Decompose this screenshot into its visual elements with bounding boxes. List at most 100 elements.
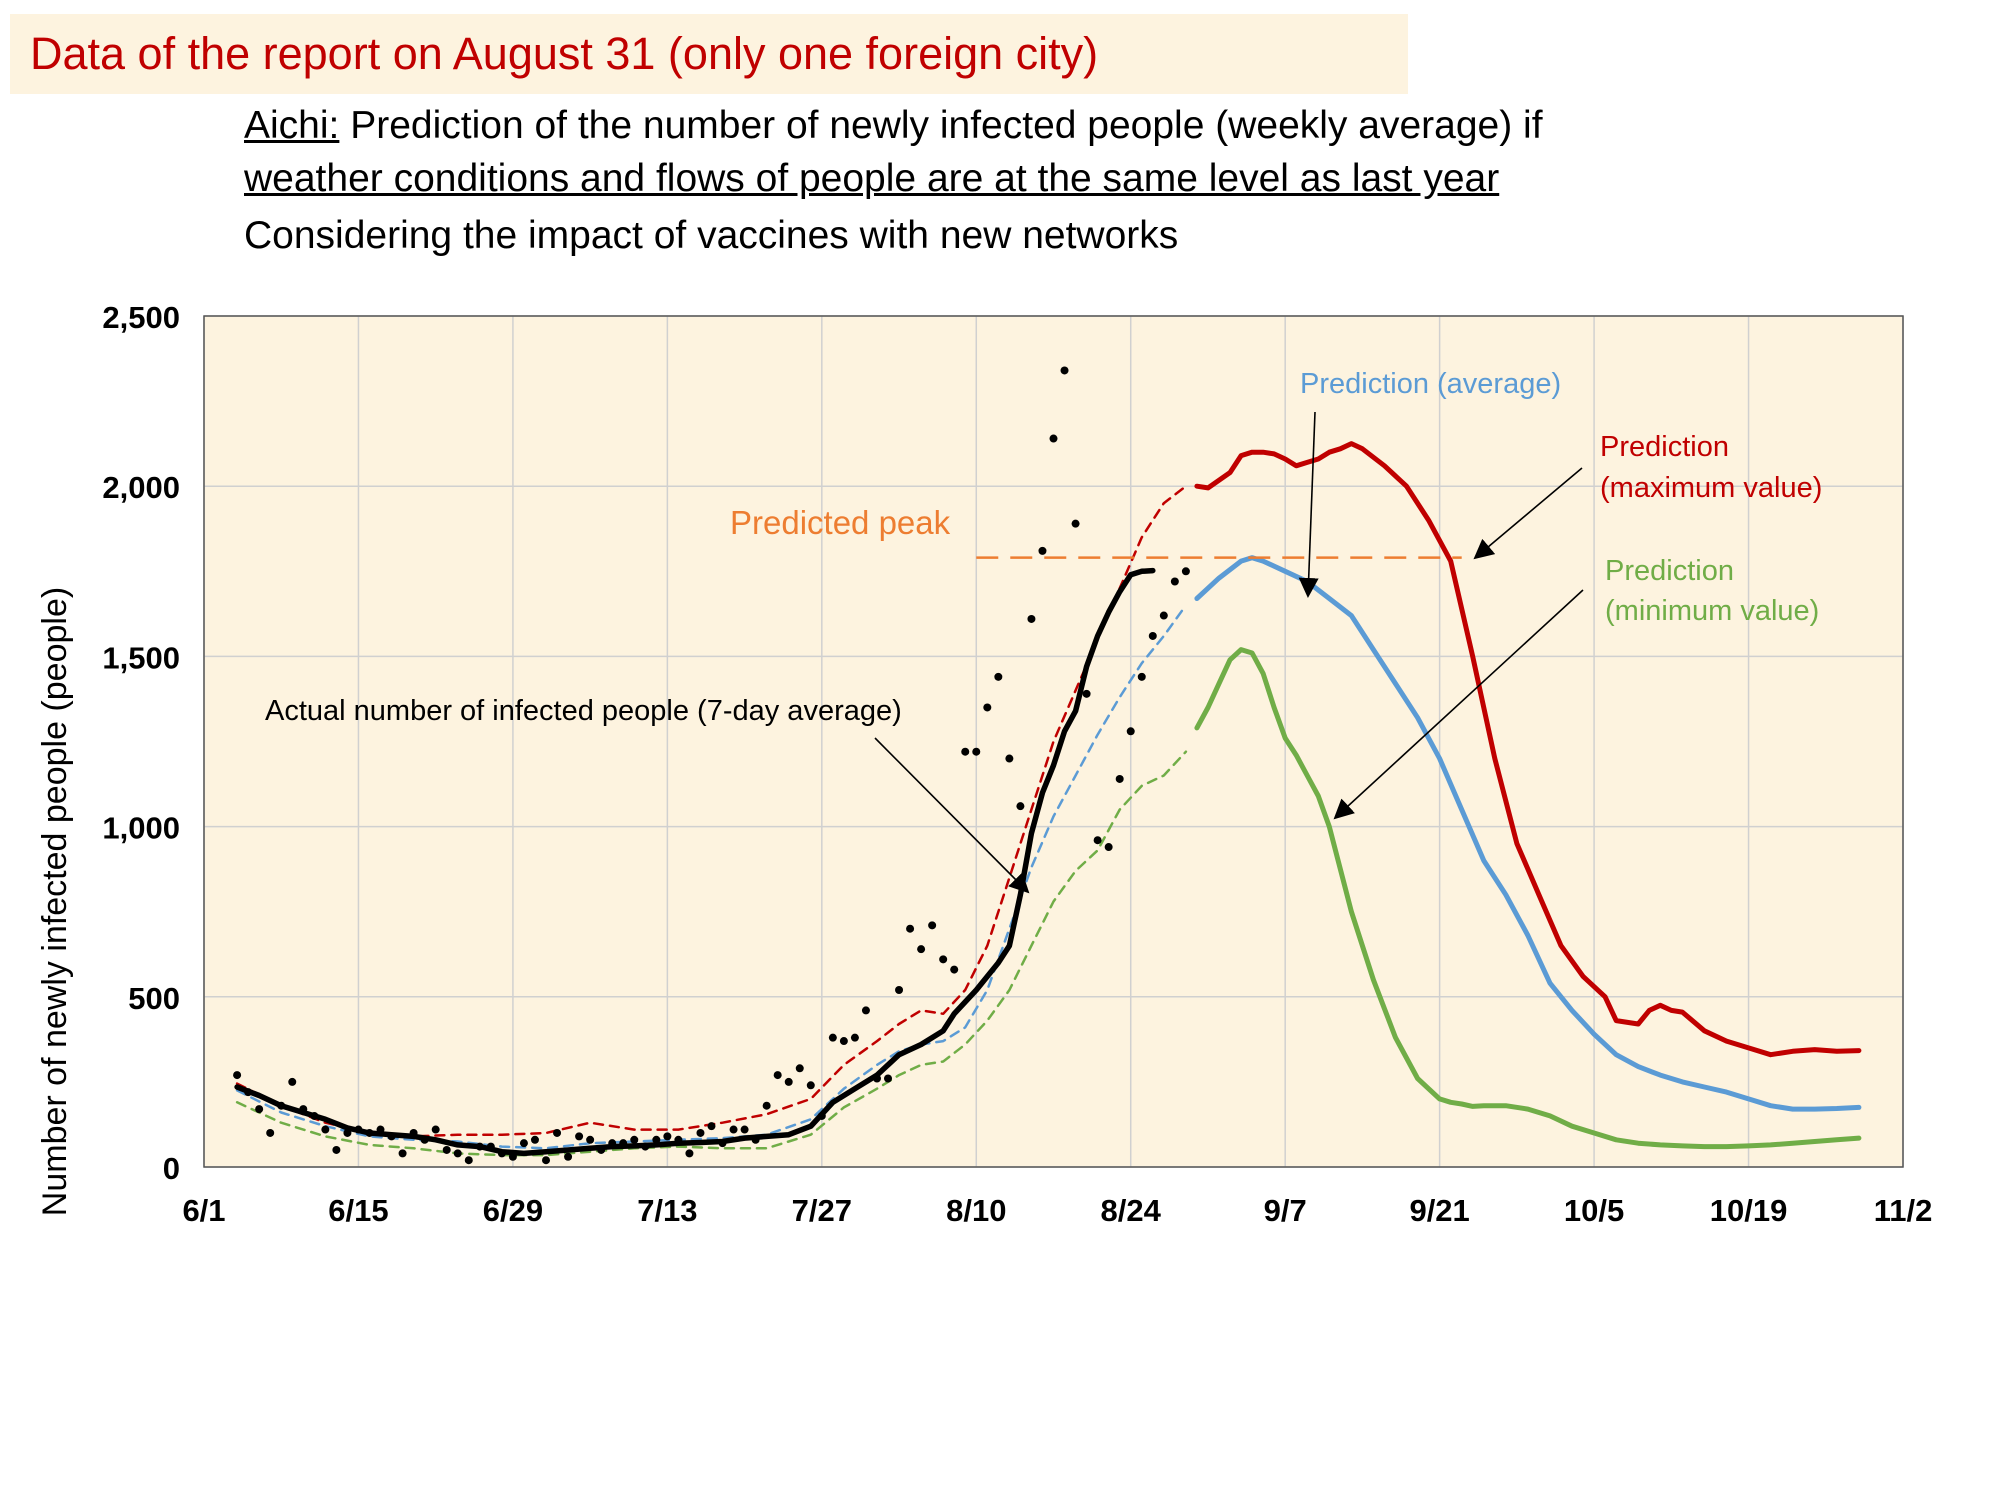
daily-case-point: [928, 921, 937, 930]
x-tick-label: 9/21: [1409, 1193, 1469, 1228]
daily-case-point: [696, 1128, 705, 1137]
min-annotation-label-1: Prediction: [1605, 555, 1734, 587]
prediction-avg-line: [1194, 555, 1862, 1112]
min-annotation-arrow: [1333, 589, 1584, 820]
daily-case-point: [630, 1135, 639, 1144]
daily-case-point: [564, 1152, 573, 1161]
y-tick-label: 1,500: [102, 640, 180, 675]
y-tick-label: 0: [163, 1151, 180, 1186]
daily-case-point: [398, 1149, 407, 1158]
x-tick-label: 10/19: [1710, 1193, 1788, 1228]
report-title-banner: Data of the report on August 31 (only on…: [10, 14, 1408, 94]
y-tick-label: 500: [128, 981, 180, 1016]
max-annotation-arrow: [1473, 467, 1583, 560]
x-tick-label: 11/2: [1874, 1193, 1933, 1228]
past-min-dashed-line: [235, 750, 1188, 1157]
daily-case-point: [983, 703, 992, 712]
daily-case-point: [950, 965, 959, 974]
daily-case-point: [1038, 546, 1047, 555]
y-axis-label: Number of newly infected people (people): [36, 587, 74, 1216]
x-tick-label: 10/5: [1564, 1193, 1624, 1228]
daily-case-point: [1005, 754, 1014, 763]
x-tick-label: 7/27: [792, 1193, 852, 1228]
max-annotation-label-2: (maximum value): [1600, 472, 1822, 504]
daily-case-point: [1104, 843, 1113, 852]
actual-line: [234, 567, 1156, 1157]
subtitle-line-2: weather conditions and flows of people a…: [244, 157, 1499, 201]
daily-case-point: [762, 1101, 771, 1110]
daily-case-point: [1049, 434, 1058, 443]
daily-case-point: [884, 1074, 893, 1083]
actual-annotation-arrow: [874, 737, 1030, 894]
x-tick-label: 6/1: [182, 1193, 225, 1228]
daily-case-point: [917, 945, 926, 954]
prediction-min-line: [1194, 647, 1862, 1150]
daily-case-point: [1071, 519, 1080, 528]
subtitle-line-1: Aichi: Prediction of the number of newly…: [244, 104, 1543, 148]
daily-case-point: [707, 1122, 716, 1131]
daily-case-point: [519, 1139, 528, 1148]
daily-case-point: [1060, 366, 1069, 375]
x-tick-label: 7/13: [637, 1193, 697, 1228]
daily-case-point: [729, 1125, 738, 1134]
daily-case-point: [586, 1135, 595, 1144]
daily-case-point: [850, 1033, 859, 1042]
actual-annotation-label: Actual number of infected people (7-day …: [265, 695, 902, 727]
subtitle-line-2-text: weather conditions and flows of people a…: [244, 157, 1500, 200]
daily-case-point: [994, 672, 1003, 681]
daily-case-point: [1170, 577, 1179, 586]
avg-annotation-arrow: [1298, 411, 1319, 598]
x-tick-label: 8/10: [946, 1193, 1006, 1228]
min-annotation-label-2: (minimum value): [1605, 595, 1819, 627]
subtitle-line-3: Considering the impact of vaccines with …: [244, 214, 1179, 257]
daily-case-point: [652, 1135, 661, 1144]
daily-case-point: [453, 1149, 462, 1158]
daily-case-point: [1181, 567, 1190, 576]
past-max-dashed-line: [235, 484, 1188, 1138]
daily-case-point: [1159, 611, 1168, 620]
daily-case-point: [1115, 774, 1124, 783]
daily-case-point: [233, 1071, 242, 1080]
subtitle-region: Aichi:: [244, 104, 340, 147]
daily-case-point: [321, 1125, 330, 1134]
daily-case-point: [530, 1135, 539, 1144]
x-tick-label: 6/29: [483, 1193, 543, 1228]
daily-case-point: [828, 1033, 837, 1042]
daily-case-point: [553, 1128, 562, 1137]
y-tick-label: 1,000: [102, 811, 180, 846]
daily-case-point: [784, 1077, 793, 1086]
daily-case-point: [839, 1037, 848, 1046]
daily-case-point: [1137, 672, 1146, 681]
daily-case-point: [1126, 727, 1135, 736]
daily-case-point: [773, 1071, 782, 1080]
daily-case-point: [663, 1132, 672, 1141]
daily-case-point: [961, 747, 970, 756]
x-tick-label: 6/15: [328, 1193, 388, 1228]
max-annotation-label-1: Prediction: [1600, 431, 1729, 463]
daily-case-point: [972, 747, 981, 756]
daily-case-point: [795, 1064, 804, 1073]
daily-case-point: [1016, 802, 1025, 811]
daily-case-point: [1093, 836, 1102, 845]
daily-case-point: [255, 1105, 264, 1114]
daily-case-point: [740, 1125, 749, 1134]
daily-case-point: [464, 1156, 473, 1165]
daily-case-point: [806, 1081, 815, 1090]
y-tick-label: 2,000: [102, 470, 180, 505]
subtitle-line-1-text: Prediction of the number of newly infect…: [339, 104, 1543, 147]
daily-case-point: [685, 1149, 694, 1158]
daily-case-point: [1082, 689, 1091, 698]
daily-case-point: [288, 1077, 297, 1086]
daily-case-point: [1027, 614, 1036, 623]
report-title: Data of the report on August 31 (only on…: [30, 28, 1099, 79]
daily-case-point: [1148, 631, 1157, 640]
daily-case-point: [332, 1145, 341, 1154]
daily-case-point: [542, 1156, 551, 1165]
prediction-max-line: [1194, 441, 1862, 1058]
daily-case-point: [575, 1132, 584, 1141]
avg-annotation-label: Prediction (average): [1300, 368, 1561, 400]
daily-case-point: [861, 1006, 870, 1015]
daily-case-point: [939, 955, 948, 964]
daily-case-point: [442, 1145, 451, 1154]
